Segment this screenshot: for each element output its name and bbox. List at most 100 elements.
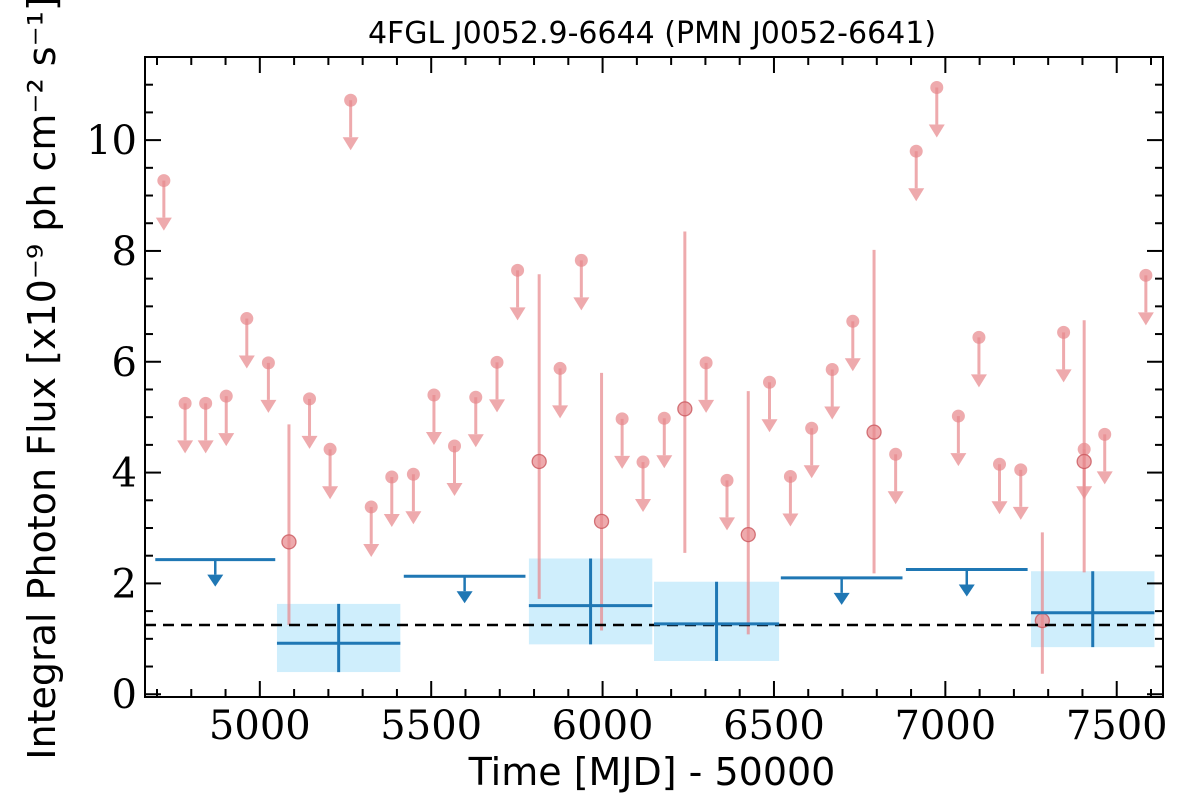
short-bin-upper-limit-point	[846, 314, 860, 328]
short-bin-upper-limit-point	[699, 356, 713, 370]
short-bin-upper-limit-arrow	[719, 480, 736, 531]
short-bin-detection-point	[531, 453, 547, 470]
short-bin-upper-limit-point	[972, 330, 986, 344]
arrow-head	[928, 124, 945, 138]
arrow-head	[656, 455, 673, 469]
chart-title: 4FGL J0052.9-6644 (PMN J0052-6641)	[368, 16, 936, 51]
short-bin-upper-limit-arrow	[342, 100, 359, 151]
short-bin-upper-limit-point	[178, 396, 192, 410]
short-bin-upper-limit-point	[490, 355, 504, 369]
short-bin-upper-limit-arrow	[467, 397, 484, 448]
short-bin-upper-limit-point	[344, 93, 358, 107]
arrow-head	[260, 399, 277, 413]
arrow-head	[207, 574, 224, 587]
short-bin-upper-limit-arrow	[260, 362, 277, 413]
short-bin-upper-limit-arrow	[761, 382, 778, 433]
arrow-head	[698, 399, 715, 413]
arrow-head	[970, 374, 987, 388]
arrow-head	[958, 584, 975, 597]
arrow-head	[1012, 506, 1029, 520]
arrow-head	[218, 433, 235, 447]
short-bin-upper-limit-point	[825, 363, 839, 377]
short-bin-upper-limit-point	[199, 396, 213, 410]
short-bin-upper-limit-point	[574, 253, 588, 267]
plot-area: 5000 5500 6000 6500 7000 7500 0 2 4 6 8 10	[86, 56, 1168, 749]
short-bin-upper-limit-arrow	[844, 321, 861, 372]
short-bin-upper-limit-arrow	[363, 506, 380, 557]
short-bin-upper-limit-arrow	[887, 454, 904, 505]
short-bin-upper-limit-arrow	[970, 337, 987, 388]
arrow-head	[1055, 369, 1072, 383]
arrow-head	[950, 453, 967, 467]
arrow-head	[238, 355, 255, 369]
short-bin-upper-limit-point	[553, 361, 567, 375]
short-bin-upper-limit-arrow	[1096, 434, 1113, 485]
arrow-head	[301, 435, 318, 449]
short-bin-upper-limit-point	[993, 457, 1007, 471]
short-bin-upper-limit-arrow	[218, 396, 235, 447]
arrow-head	[509, 307, 526, 321]
arrow-head	[844, 358, 861, 372]
arrow-head	[425, 432, 442, 446]
y-tick-label: 8	[112, 229, 137, 275]
short-bin-upper-limit-point	[469, 390, 483, 404]
arrow-head	[614, 455, 631, 469]
y-tick-label: 0	[112, 672, 137, 718]
x-tick-label: 7000	[894, 703, 996, 749]
short-bin-upper-limit-point	[636, 455, 650, 469]
arrow-head	[155, 217, 172, 231]
short-bin-upper-limit-point	[783, 469, 797, 483]
short-bin-upper-limit-point	[157, 174, 171, 188]
short-bin-upper-limit-arrow	[573, 260, 590, 311]
short-bin-upper-limit-arrow	[509, 270, 526, 321]
x-tick-label: 5500	[380, 703, 482, 749]
short-bin-upper-limit-arrow	[552, 368, 569, 419]
arrow-head	[322, 486, 339, 500]
short-bin-upper-limit-arrow	[614, 418, 631, 469]
short-bin-upper-limit-point	[657, 411, 671, 425]
short-bin-upper-limit-arrow	[950, 416, 967, 467]
short-bin-upper-limit-point	[805, 421, 819, 435]
plot-frame	[144, 56, 1164, 698]
short-bin-upper-limit-arrow	[1055, 332, 1072, 383]
long-bin-upper-limit-arrow	[958, 569, 975, 597]
arrow-head	[552, 405, 569, 419]
x-tick-label: 6000	[552, 703, 654, 749]
arrow-head	[197, 440, 214, 454]
short-bin-upper-limit-point	[720, 473, 734, 487]
y-tick-label: 6	[112, 340, 137, 386]
short-bin-upper-limit-arrow	[928, 87, 945, 138]
short-bin-upper-limit-point	[448, 439, 462, 453]
arrow-head	[824, 406, 841, 420]
short-bin-upper-limit-point	[261, 356, 275, 370]
short-bin-upper-limit-arrow	[301, 398, 318, 449]
short-bin-detection-point	[677, 401, 693, 417]
arrow-head	[782, 513, 799, 527]
y-axis-label: Integral Photon Flux [x10⁻⁹ ph cm⁻² s⁻¹]	[20, 0, 64, 760]
long-bin-upper-limit-arrow	[456, 576, 473, 604]
short-bin-upper-limit-point	[240, 312, 254, 326]
long-bin-upper-limit-arrow	[207, 559, 224, 587]
short-bin-upper-limit-arrow	[1137, 275, 1154, 326]
short-bin-upper-limit-point	[1139, 268, 1153, 282]
short-bin-upper-limit-arrow	[155, 180, 172, 231]
short-bin-upper-limit-point	[427, 388, 441, 402]
arrow-head	[456, 591, 473, 604]
arrow-head	[635, 499, 652, 513]
short-bin-upper-limit-point	[511, 263, 525, 277]
short-bin-upper-limit-point	[303, 392, 317, 406]
short-bin-upper-limit-arrow	[803, 428, 820, 479]
short-bin-upper-limit-arrow	[698, 362, 715, 413]
short-bin-upper-limit-arrow	[991, 464, 1008, 515]
short-bin-upper-limit-arrow	[782, 476, 799, 527]
arrow-head	[446, 482, 463, 496]
arrow-head	[363, 543, 380, 557]
short-bin-upper-limit-point	[909, 144, 923, 158]
short-bin-detection-point	[866, 424, 882, 440]
arrow-head	[1137, 312, 1154, 326]
arrow-head	[405, 511, 422, 525]
short-bin-upper-limit-point	[385, 470, 399, 484]
short-bin-upper-limit-point	[364, 500, 378, 514]
x-axis-label: Time [MJD] - 50000	[468, 750, 836, 794]
